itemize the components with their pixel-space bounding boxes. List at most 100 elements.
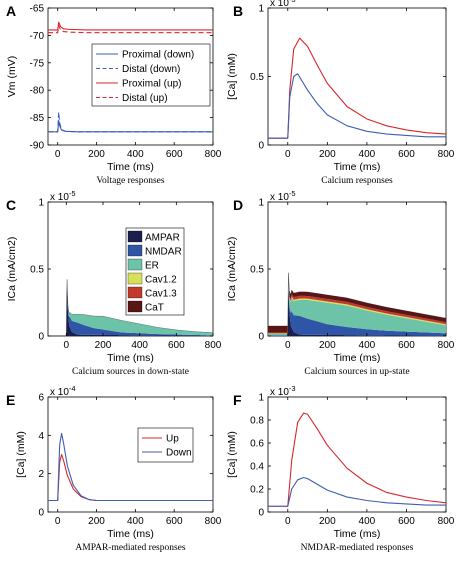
x-tick-label: 800 [205, 340, 222, 351]
series-group [48, 432, 213, 502]
legend-label: CaT [145, 303, 164, 314]
x-tick-label: 400 [359, 516, 376, 527]
y-tick-label: 0.5 [250, 265, 264, 276]
series-line-down [48, 432, 213, 502]
legend-swatch [127, 300, 143, 313]
y-tick-label: 1 [38, 198, 44, 209]
x-tick-label: 200 [88, 516, 105, 527]
x-tick-label: 800 [438, 516, 455, 527]
x-tick-label: 400 [359, 340, 376, 351]
y-tick-label: 2 [38, 469, 44, 480]
series-line-red [268, 37, 446, 139]
panel-label: A [6, 3, 16, 19]
x-tick-label: 600 [398, 516, 415, 527]
y-tick-label: 0.2 [250, 485, 264, 496]
y-tick-label: 0 [38, 508, 44, 519]
x-tick-label: 200 [319, 516, 336, 527]
axis-multiplier: x 10-3 [270, 0, 296, 9]
series-line-distal-up [48, 24, 213, 34]
area-cat [268, 272, 446, 333]
series-group [48, 279, 213, 336]
legend-swatch [127, 286, 143, 299]
panel-label: F [233, 392, 242, 408]
series-line-blue [268, 73, 446, 139]
panel-caption: AMPAR-mediated responses [75, 543, 186, 553]
x-tick-label: 600 [166, 516, 183, 527]
x-tick-label: 0 [55, 149, 61, 160]
x-tick-label: 400 [131, 340, 148, 351]
axis-multiplier: x 10-3 [270, 384, 296, 398]
legend: Proximal (down) Distal (down) Proximal (up… [91, 43, 211, 107]
area-er [48, 279, 213, 336]
panel-caption: Calcium sources in up-state [304, 367, 409, 377]
y-tick-label: 0.6 [250, 439, 264, 450]
x-tick-label: 0 [64, 340, 70, 351]
y-axis-label: ICa (mA/cm2) [226, 237, 238, 302]
panel-c: C 0 200 400 600 800 0 0.5 1 Time (ms) ICa (mA/cm2)… [6, 189, 222, 377]
legend-swatch [127, 244, 143, 257]
legend-swatch [127, 272, 143, 285]
y-tick-label: -75 [30, 58, 45, 69]
series-group [268, 37, 446, 139]
x-tick-label: 200 [319, 149, 336, 160]
x-tick-label: 600 [168, 340, 185, 351]
y-tick-label: 0 [258, 332, 264, 343]
x-tick-label: 600 [398, 340, 415, 351]
x-tick-label: 0 [285, 149, 291, 160]
x-tick-label: 400 [359, 149, 376, 160]
axis-multiplier: x 10-5 [50, 189, 76, 203]
y-tick-label: 1 [258, 198, 264, 209]
series-group [268, 412, 446, 507]
panel-e: E 0 200 400 600 800 0 2 4 6 Time (ms) [Ca] (mM) AMPA… [6, 384, 222, 553]
area-outline [268, 272, 446, 327]
x-tick-label: 400 [127, 516, 144, 527]
panel-caption: Calcium sources in down-state [72, 367, 189, 377]
series-line-blue [268, 476, 446, 507]
y-tick-label: 0 [38, 332, 44, 343]
panel-label: C [6, 197, 16, 213]
x-tick-label: 600 [166, 149, 183, 160]
legend-label: Down [166, 448, 192, 459]
y-axis-label: [Ca] (mM) [226, 431, 238, 478]
axis-multiplier: x 10-5 [270, 189, 296, 203]
x-tick-label: 600 [398, 149, 415, 160]
legend-label: Cav1.2 [145, 275, 177, 286]
x-axis-label: Time (ms) [334, 528, 381, 540]
panel-caption: Voltage responses [96, 176, 164, 186]
legend-label: Distal (down) [122, 64, 180, 75]
x-axis-label: Time (ms) [107, 528, 154, 540]
x-tick-label: 0 [285, 340, 291, 351]
legend-label: Cav1.3 [145, 289, 177, 300]
x-tick-label: 200 [88, 149, 105, 160]
y-tick-label: 0.4 [250, 462, 264, 473]
y-tick-label: 1 [258, 4, 264, 15]
panel-f: F 0 200 400 600 800 0 0.2 0.4 0.6 0.8 1 Time (ms) [Ca… [226, 384, 455, 553]
area-outline [48, 279, 213, 336]
y-tick-label: -65 [30, 4, 45, 15]
y-tick-label: -90 [30, 141, 45, 152]
panel-caption: NMDAR-mediated responses [301, 543, 414, 553]
axis-multiplier: x 10-4 [50, 384, 76, 398]
area-cav13 [268, 278, 446, 334]
x-tick-label: 200 [95, 340, 112, 351]
x-tick-label: 400 [127, 149, 144, 160]
plot-area [267, 396, 447, 513]
legend-swatch [127, 258, 143, 271]
legend: AMPAR NMDAR ER Cav1.2 Cav1.3 CaT [125, 227, 185, 316]
legend-label: NMDAR [145, 247, 182, 258]
legend-label: ER [145, 261, 159, 272]
y-tick-label: 0.5 [250, 72, 264, 83]
series-group [268, 272, 446, 336]
x-tick-label: 800 [438, 340, 455, 351]
series-line-red [268, 412, 446, 507]
y-tick-label: -85 [30, 113, 45, 124]
y-tick-label: 0 [258, 141, 264, 152]
y-tick-label: 0.8 [250, 416, 264, 427]
plot-area [267, 7, 447, 146]
y-tick-label: 0.5 [30, 265, 44, 276]
y-axis-label: [Ca] (mM) [15, 431, 27, 478]
panel-b: B 0 200 400 600 800 0 0.5 1 Time (ms) [Ca] (mM) Cal… [226, 0, 455, 186]
legend-label: Proximal (down) [122, 50, 194, 61]
panel-label: E [6, 392, 15, 408]
